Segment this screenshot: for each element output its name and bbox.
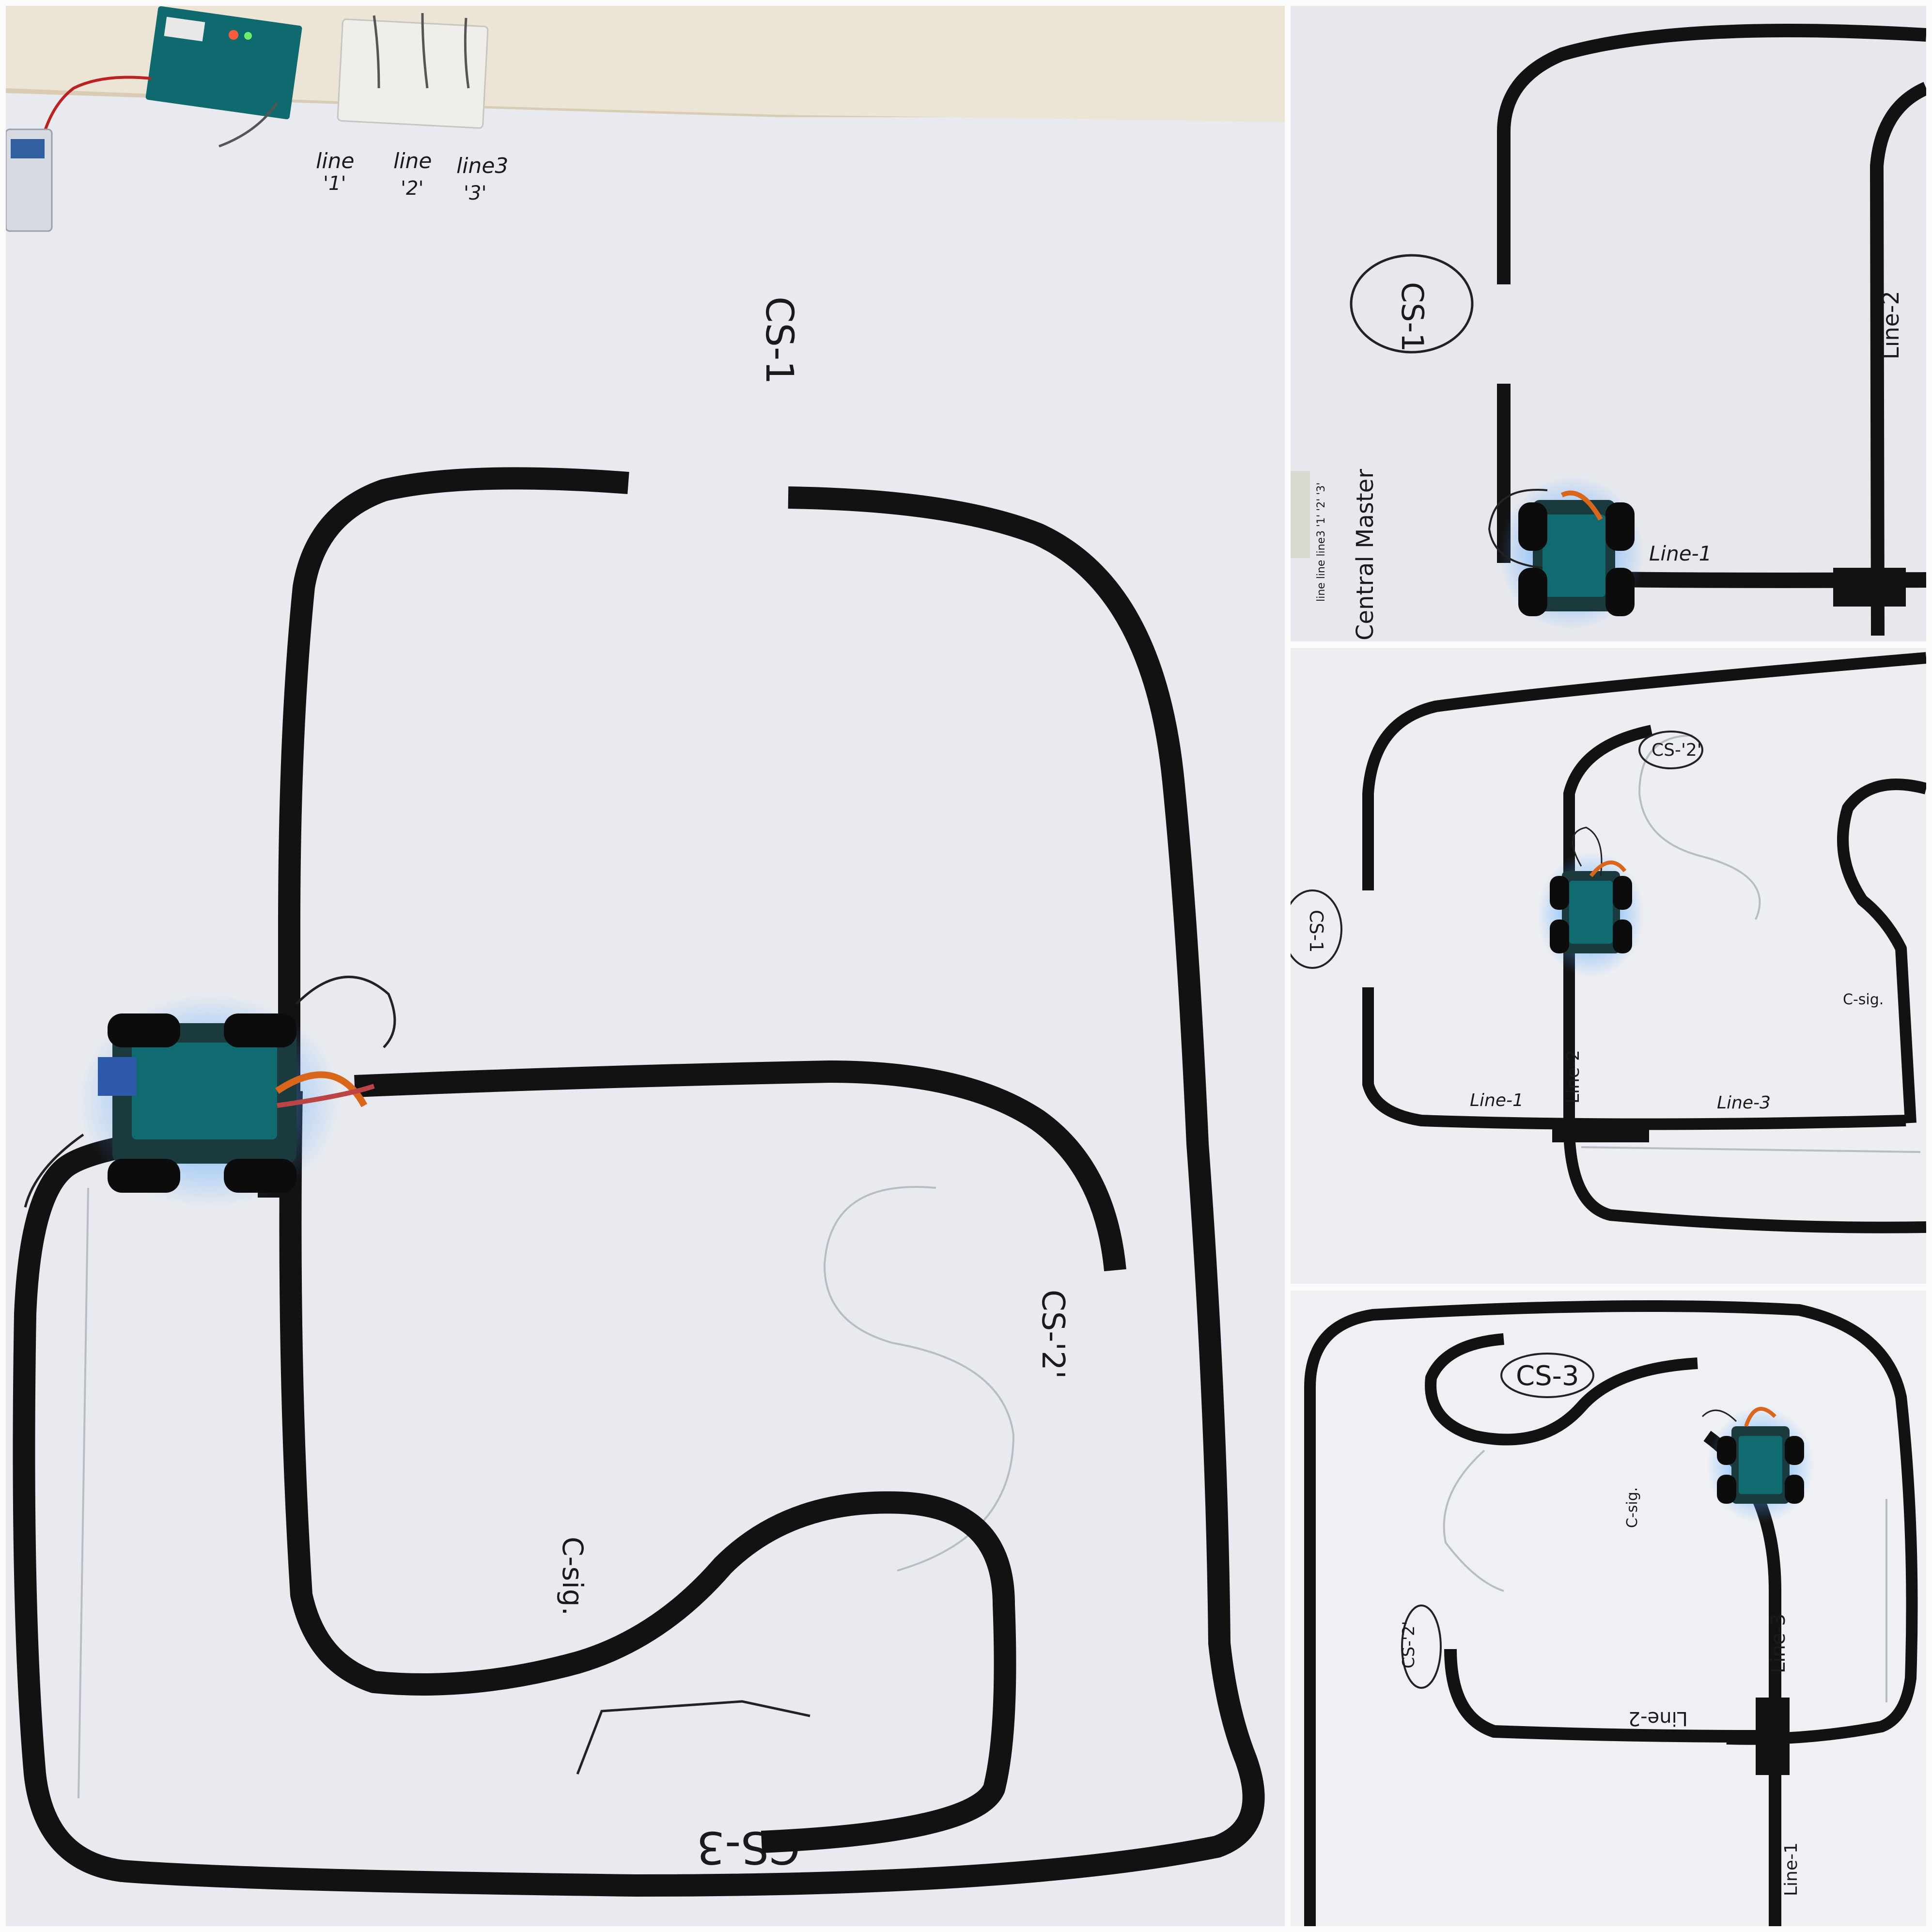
line2-label: Line-2: [1628, 1707, 1688, 1729]
robot-car: [1701, 1407, 1814, 1523]
pencil-loop: [1638, 734, 1761, 920]
cs1-circle: [1291, 889, 1342, 969]
cs2-circle: [1638, 731, 1703, 769]
cs1-label: CS-1: [757, 296, 801, 385]
pencil-loop: [823, 1186, 1015, 1572]
middle-right-photo: CS-'2' CS-1 Line-2 Line-1 Line-3 C-sig.: [1291, 648, 1926, 1284]
header-labels: line line line3 '1' '2' '3': [1315, 483, 1327, 602]
wheel-icon: [1605, 502, 1635, 551]
wires: [218, 13, 470, 148]
wheel-icon: [1518, 568, 1547, 616]
cs2-circle: [1401, 1605, 1442, 1689]
track-tape: [1362, 652, 1926, 1233]
csig-label: C-sig.: [1843, 991, 1884, 1008]
main-photo-panel: line '1' line '2' line3 '3' CS-1 CS-'2' …: [6, 6, 1285, 1926]
cs1-label: CS-1: [1395, 282, 1430, 352]
robot-car: [1488, 476, 1644, 631]
arduino-shield: [132, 1043, 277, 1139]
wheel-icon: [1785, 1475, 1804, 1504]
pencil-line: [78, 1187, 89, 1799]
line3-label: Line-3: [1767, 1614, 1790, 1673]
line-1-label: line: [316, 149, 354, 173]
line-3-number: '3': [464, 182, 486, 204]
breadboard: [337, 18, 489, 129]
cs2-label: CS-'2': [1035, 1290, 1071, 1379]
cs3-label: CS-3: [1516, 1360, 1579, 1392]
header-labels: line '1' line '2' line3 '3': [316, 149, 508, 204]
line2-label: Line-2: [1563, 1050, 1583, 1104]
cs2-label: CS-'2': [1399, 1621, 1418, 1668]
breadboard: [1291, 471, 1310, 558]
wheel-icon: [108, 1013, 180, 1047]
wheel-icon: [1785, 1436, 1804, 1465]
wheel-icon: [1550, 919, 1569, 953]
track-tape: [13, 467, 1265, 1897]
line-1-number: '1': [323, 172, 346, 195]
cs2-label: CS-'2': [1652, 740, 1702, 760]
line1-label: Line-1: [1649, 542, 1712, 565]
cs3-underline: [576, 1700, 810, 1775]
bottom-right-photo: CS-3 CS-'2' C-sig. Line-3 Line-2 Line-1: [1291, 1291, 1926, 1926]
line3-label: Line-3: [1717, 1093, 1771, 1113]
line2-label: Line-2: [1878, 291, 1904, 359]
top-right-photo: CS-1 Line-2 Line-1 Central Master line l…: [1291, 6, 1926, 641]
central-master-label: Central Master: [1352, 469, 1379, 640]
top-right-photo-panel: CS-1 Line-2 Line-1 Central Master line l…: [1291, 6, 1926, 641]
wheel-icon: [1613, 919, 1632, 953]
wheel-icon: [1605, 568, 1635, 616]
cs1-circle: [1350, 254, 1474, 354]
wheel-icon: [224, 1013, 296, 1047]
cs3-circle: [1500, 1353, 1594, 1398]
line-3-label: line3: [456, 154, 508, 178]
pencil-line: [1581, 1146, 1921, 1153]
csig-label: C-sig.: [556, 1537, 589, 1616]
pencil-loop: [1443, 1449, 1504, 1592]
robot-car: [1538, 826, 1644, 978]
wheel-icon: [1518, 502, 1547, 551]
robot-car: [24, 975, 396, 1208]
wheel-icon: [1717, 1475, 1736, 1504]
main-track-photo: line '1' line '2' line3 '3' CS-1 CS-'2' …: [6, 6, 1285, 1926]
middle-right-photo-panel: CS-'2' CS-1 Line-2 Line-1 Line-3 C-sig.: [1291, 648, 1926, 1284]
line1-label: Line-1: [1781, 1842, 1801, 1896]
arduino-board: [145, 6, 302, 120]
wheel-icon: [224, 1159, 296, 1193]
wheel-icon: [1613, 876, 1632, 910]
wheel-icon: [1550, 876, 1569, 910]
cs1-label: CS-1: [1306, 910, 1327, 953]
wheel-icon: [108, 1159, 180, 1193]
line1-label: Line-1: [1470, 1091, 1524, 1110]
line-2-label: line: [393, 149, 432, 173]
csig-label: C-sig.: [1624, 1487, 1641, 1528]
line-2-number: '2': [401, 177, 423, 200]
bottom-right-photo-panel: CS-3 CS-'2' C-sig. Line-3 Line-2 Line-1: [1291, 1291, 1926, 1926]
wheel-icon: [1717, 1436, 1736, 1465]
